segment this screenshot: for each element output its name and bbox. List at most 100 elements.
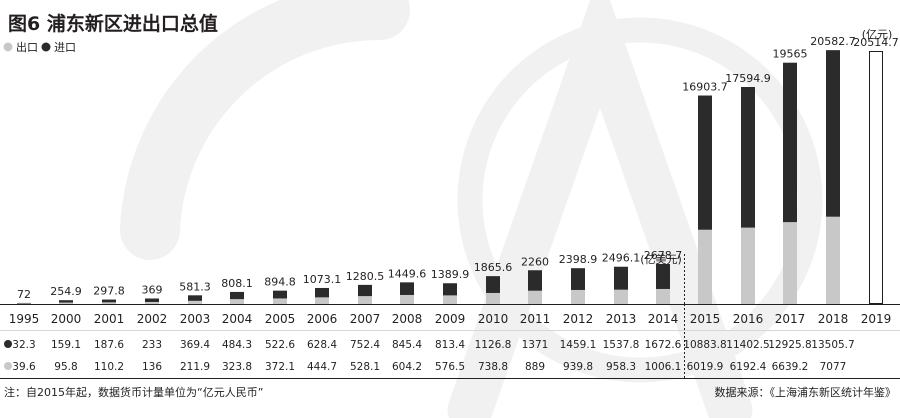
year-label-2009: 2009 <box>435 312 466 326</box>
year-label-2002: 2002 <box>137 312 168 326</box>
bar-import-2015 <box>698 95 712 230</box>
import-value-2001: 187.6 <box>94 339 124 351</box>
total-label-2017: 19565 <box>773 48 808 61</box>
year-label-2004: 2004 <box>222 312 253 326</box>
year-label-2007: 2007 <box>350 312 381 326</box>
year-label-1995: 1995 <box>9 312 40 326</box>
bar-import-2011 <box>528 270 542 291</box>
bar-import-2016 <box>741 86 755 228</box>
bar-export-2005 <box>273 298 287 304</box>
bar-export-2014 <box>656 288 670 304</box>
total-label-2012: 2398.9 <box>559 253 598 266</box>
export-value-2017: 6639.2 <box>772 361 809 373</box>
bar-export-2013 <box>614 289 628 304</box>
bar-export-2017 <box>783 222 797 304</box>
bar-export-2000 <box>59 302 73 304</box>
year-label-2006: 2006 <box>307 312 338 326</box>
import-value-2006: 628.4 <box>307 339 337 351</box>
source-note: 数据来源：《上海浦东新区统计年鉴》 <box>715 385 897 399</box>
bar-import-2012 <box>571 268 585 290</box>
export-value-2005: 372.1 <box>265 361 295 373</box>
export-value-2013: 958.3 <box>606 361 636 373</box>
year-label-2012: 2012 <box>563 312 594 326</box>
bars-layer <box>17 50 883 304</box>
totals-layer: 72 254.9 297.8 369 581.3 808.1 894.8 1073.1 1280… <box>17 35 899 301</box>
year-label-2008: 2008 <box>392 312 423 326</box>
legend-import-marker <box>41 42 51 52</box>
total-label-2009: 1389.9 <box>431 268 470 281</box>
export-value-2014: 1006.1 <box>645 361 682 373</box>
export-value-2006: 444.7 <box>307 361 337 373</box>
background-decoration <box>120 0 823 418</box>
export-row-marker <box>4 362 12 370</box>
total-label-2010: 1865.6 <box>474 261 513 274</box>
bar-export-2008 <box>400 294 414 304</box>
year-labels: 1995 2000 2001 2002 2003 2004 2005 2006 2007 2008… <box>9 312 892 326</box>
bar-import-2005 <box>273 290 287 299</box>
export-value-2010: 738.8 <box>478 361 508 373</box>
legend-export-label: 出口 <box>16 40 38 54</box>
bar-export-2006 <box>315 297 329 304</box>
bar-import-2000 <box>59 300 73 303</box>
bar-export-2012 <box>571 289 585 304</box>
year-label-2011: 2011 <box>520 312 551 326</box>
table-row-markers <box>4 340 12 370</box>
export-value-2011: 889 <box>525 361 545 373</box>
legend-import-label: 进口 <box>54 41 76 54</box>
data-table: 32.3 39.6 159.1 95.8 187.6 110.2 233 136 369.4 21… <box>12 339 854 373</box>
import-row-marker <box>4 340 12 348</box>
import-value-2010: 1126.8 <box>475 339 512 351</box>
bar-import-2004 <box>230 291 244 300</box>
import-value-1995: 32.3 <box>12 339 35 351</box>
bar-export-2011 <box>528 290 542 304</box>
import-value-2003: 369.4 <box>180 339 210 351</box>
year-label-2000: 2000 <box>51 312 82 326</box>
legend-export-marker <box>3 42 13 52</box>
total-label-2003: 581.3 <box>179 280 211 293</box>
import-value-2013: 1537.8 <box>603 339 640 351</box>
bar-export-2016 <box>741 227 755 304</box>
year-label-2017: 2017 <box>775 312 806 326</box>
year-label-2019: 2019 <box>861 312 892 326</box>
bar-export-2007 <box>358 296 372 304</box>
bar-export-2003 <box>188 300 202 304</box>
export-value-2000: 95.8 <box>54 361 77 373</box>
total-label-2006: 1073.1 <box>303 273 342 286</box>
export-value-2018: 7077 <box>820 361 847 373</box>
year-label-2013: 2013 <box>606 312 637 326</box>
year-label-2015: 2015 <box>690 312 721 326</box>
total-label-2008: 1449.6 <box>388 267 427 280</box>
bar-export-2001 <box>102 302 116 304</box>
import-value-2004: 484.3 <box>222 339 252 351</box>
import-value-2002: 233 <box>142 339 162 351</box>
import-value-2007: 752.4 <box>350 339 380 351</box>
bar-export-2004 <box>230 299 244 304</box>
bar-import-2006 <box>315 287 329 298</box>
total-label-2019: 20514.7 <box>853 36 899 49</box>
total-label-2001: 297.8 <box>93 285 125 298</box>
total-label-2016: 17594.9 <box>725 72 771 85</box>
bar-export-1995 <box>17 303 31 304</box>
bar-import-2010 <box>486 276 500 293</box>
total-label-2005: 894.8 <box>264 276 296 289</box>
year-label-2005: 2005 <box>265 312 296 326</box>
year-label-2003: 2003 <box>180 312 211 326</box>
year-label-2016: 2016 <box>733 312 764 326</box>
export-value-1995: 39.6 <box>12 361 36 373</box>
import-value-2008: 845.4 <box>392 339 422 351</box>
year-label-2010: 2010 <box>478 312 509 326</box>
import-value-2018: 13505.7 <box>811 339 854 351</box>
import-value-2011: 1371 <box>522 339 549 351</box>
import-value-2005: 522.6 <box>265 339 295 351</box>
total-label-2002: 369 <box>142 283 163 296</box>
chart-title: 图6 浦东新区进出口总值 <box>8 12 218 35</box>
export-value-2016: 6192.4 <box>730 361 767 373</box>
bar-total-2019 <box>869 50 883 304</box>
bar-import-2003 <box>188 295 202 301</box>
bar-import-2002 <box>145 298 159 302</box>
bar-import-2009 <box>443 283 457 296</box>
total-label-2013: 2496.1 <box>602 252 641 265</box>
bar-import-2018 <box>826 50 840 217</box>
import-value-2009: 813.4 <box>435 339 465 351</box>
